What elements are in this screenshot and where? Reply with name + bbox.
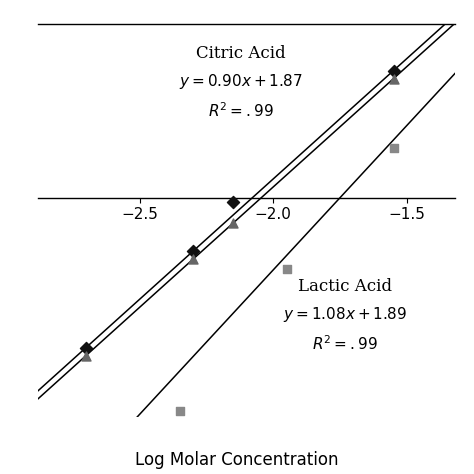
Point [82, 352, 90, 359]
Text: $y = 1.08x + 1.89$: $y = 1.08x + 1.89$ [283, 305, 408, 324]
Point [229, 219, 237, 227]
Point [390, 75, 397, 82]
Point [283, 265, 291, 273]
Point [189, 247, 197, 255]
Text: $R^2 = .99$: $R^2 = .99$ [312, 334, 378, 353]
Point [390, 67, 397, 74]
Text: Lactic Acid: Lactic Acid [299, 278, 392, 295]
Text: $R^2 = .99$: $R^2 = .99$ [208, 101, 274, 120]
Point [189, 255, 197, 263]
Point [390, 144, 397, 152]
Point [176, 408, 183, 415]
Text: Log Molar Concentration: Log Molar Concentration [135, 450, 339, 468]
Text: Citric Acid: Citric Acid [196, 45, 286, 62]
Text: $y = 0.90x + 1.87$: $y = 0.90x + 1.87$ [179, 72, 303, 91]
Point [229, 198, 237, 205]
Point [82, 344, 90, 351]
